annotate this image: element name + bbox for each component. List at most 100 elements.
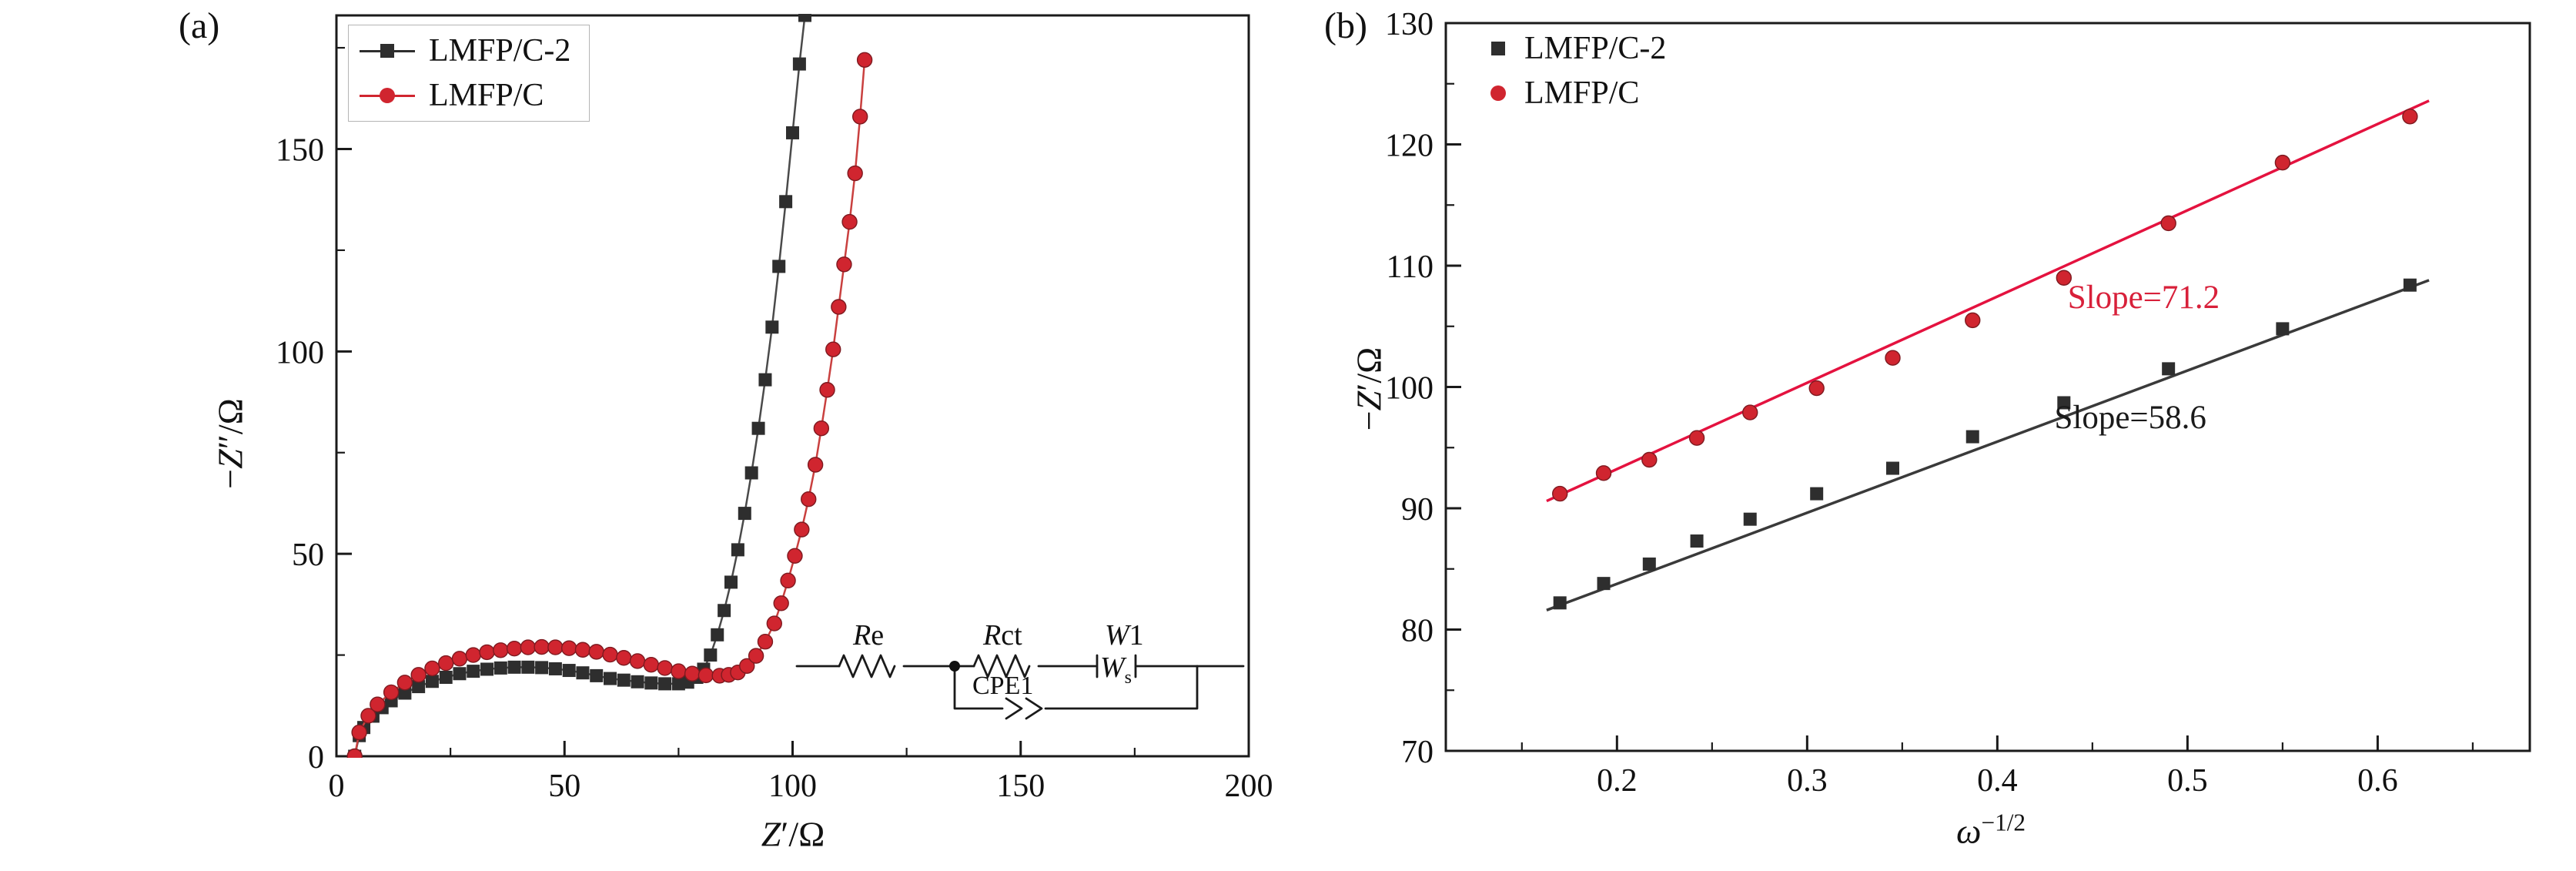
legend-label-lmfp-c2: LMFP/C-2	[429, 33, 571, 69]
square-marker-icon	[758, 373, 772, 387]
circuit-node-dot	[949, 661, 960, 672]
circle-marker-icon	[1688, 430, 1705, 446]
circle-marker-icon	[787, 548, 803, 564]
circle-marker-icon	[794, 521, 810, 538]
square-marker-icon	[1553, 596, 1567, 610]
square-marker-icon	[786, 126, 799, 139]
square-marker-icon	[718, 604, 731, 618]
circle-marker-icon	[1552, 485, 1568, 502]
circle-marker-icon	[438, 655, 454, 672]
square-marker-icon	[738, 507, 751, 521]
circle-marker-icon	[807, 457, 824, 473]
legend-label-lmfp-c: LMFP/C	[429, 78, 544, 114]
square-marker-icon	[425, 675, 439, 688]
legend-marker-circle-icon	[1490, 85, 1506, 102]
circle-marker-icon	[643, 656, 660, 673]
circle-marker-icon	[836, 256, 852, 273]
square-marker-icon	[507, 660, 521, 674]
panel-b-y-axis-label: −Z′/Ω	[1349, 347, 1390, 431]
square-marker-icon	[548, 662, 562, 675]
y-tick-label: 70	[1401, 735, 1434, 770]
label-rct: Rct	[982, 619, 1022, 652]
legend-marker-square-icon	[1491, 42, 1505, 56]
square-marker-icon	[644, 676, 658, 690]
square-marker-icon	[1642, 557, 1656, 571]
circle-marker-icon	[1742, 404, 1758, 420]
slope-annotation-0: Slope=71.2	[2068, 280, 2220, 316]
y-label-unit: ″/Ω	[210, 398, 250, 450]
x-tick-label: 0.2	[1597, 763, 1638, 799]
circle-marker-icon	[465, 647, 481, 663]
panel-a-legend: LMFP/C-2 LMFP/C	[348, 25, 590, 122]
circle-marker-icon	[2056, 270, 2073, 286]
resistor-re-symbol	[838, 654, 896, 678]
x-tick-label: 0.4	[1977, 763, 2018, 799]
square-marker-icon	[658, 677, 672, 691]
cpe-symbol-chevron-2	[1025, 697, 1043, 720]
fit-line-0	[1546, 279, 2430, 611]
panel-b-tag: (b)	[1324, 5, 1367, 46]
wire-branch-down	[953, 665, 1004, 710]
circle-marker-icon	[825, 341, 841, 357]
circle-marker-icon	[360, 708, 376, 724]
series-lmfp-c-2	[1553, 278, 2417, 610]
circle-marker-icon	[534, 638, 550, 655]
circle-marker-icon	[451, 651, 468, 667]
circle-marker-icon	[2402, 109, 2418, 125]
y-tick-label: 100	[276, 335, 324, 370]
square-marker-icon	[2276, 322, 2290, 336]
x-tick-label: 200	[1225, 769, 1273, 804]
y-tick-label: 120	[1385, 129, 1434, 164]
panel-a-x-axis-label: Z′/Ω	[761, 814, 825, 855]
circle-marker-icon	[602, 646, 618, 663]
circle-marker-icon	[2274, 154, 2291, 171]
circle-marker-icon	[766, 615, 782, 631]
y-label-unit: ′/Ω	[1349, 347, 1389, 391]
square-marker-icon	[704, 648, 718, 662]
circle-marker-icon	[739, 658, 755, 674]
square-marker-icon	[2057, 396, 2071, 410]
wire-branch-up	[1044, 665, 1199, 710]
square-marker-icon	[576, 666, 590, 680]
legend-item-lmfp-c2: LMFP/C-2	[1486, 31, 1666, 66]
panel-a-plot: 0 50 100 150 200 0 50 100 150	[276, 14, 1273, 804]
circle-marker-icon	[757, 634, 774, 650]
circle-marker-icon	[410, 667, 427, 683]
square-marker-icon	[2403, 278, 2417, 292]
square-marker-icon	[1597, 577, 1611, 591]
x-tick-label: 0.3	[1787, 763, 1828, 799]
circle-marker-icon	[851, 109, 868, 125]
square-marker-icon	[2162, 362, 2176, 376]
series-lmfp-c	[1552, 109, 2418, 502]
cpe-symbol-chevron-1	[1005, 697, 1023, 720]
square-marker-icon	[590, 668, 604, 682]
panel-b-x-axis-label: ω−1/2	[1956, 809, 2026, 851]
panel-a-data	[346, 14, 873, 758]
equivalent-circuit-inset: Re Rct W1 Ws CPE1	[781, 612, 1259, 747]
y-tick-label: 150	[276, 132, 324, 168]
circle-marker-icon	[506, 640, 523, 657]
equivalent-circuit-svg: Re Rct W1 Ws CPE1	[795, 619, 1245, 720]
y-label-pre: −	[1349, 410, 1389, 431]
circle-marker-icon	[813, 420, 830, 437]
circle-marker-icon	[801, 491, 817, 508]
circle-marker-icon	[773, 595, 789, 611]
y-label-var: Z	[1349, 390, 1389, 411]
circle-marker-icon	[841, 213, 858, 230]
circle-marker-icon	[547, 639, 564, 655]
square-marker-icon	[562, 664, 576, 678]
square-marker-icon	[521, 660, 535, 674]
circle-marker-icon	[370, 696, 386, 712]
circle-marker-icon	[1808, 380, 1825, 397]
circle-marker-icon	[684, 665, 701, 682]
circle-marker-icon	[629, 653, 646, 669]
legend-item-lmfp-c: LMFP/C	[1486, 75, 1666, 111]
square-marker-icon	[535, 661, 549, 675]
circle-marker-icon	[671, 663, 687, 679]
circle-marker-icon	[657, 660, 673, 676]
circle-marker-icon	[780, 572, 796, 589]
circle-marker-icon	[588, 644, 604, 660]
circle-marker-icon	[2160, 215, 2176, 232]
circle-marker-icon	[616, 650, 632, 666]
